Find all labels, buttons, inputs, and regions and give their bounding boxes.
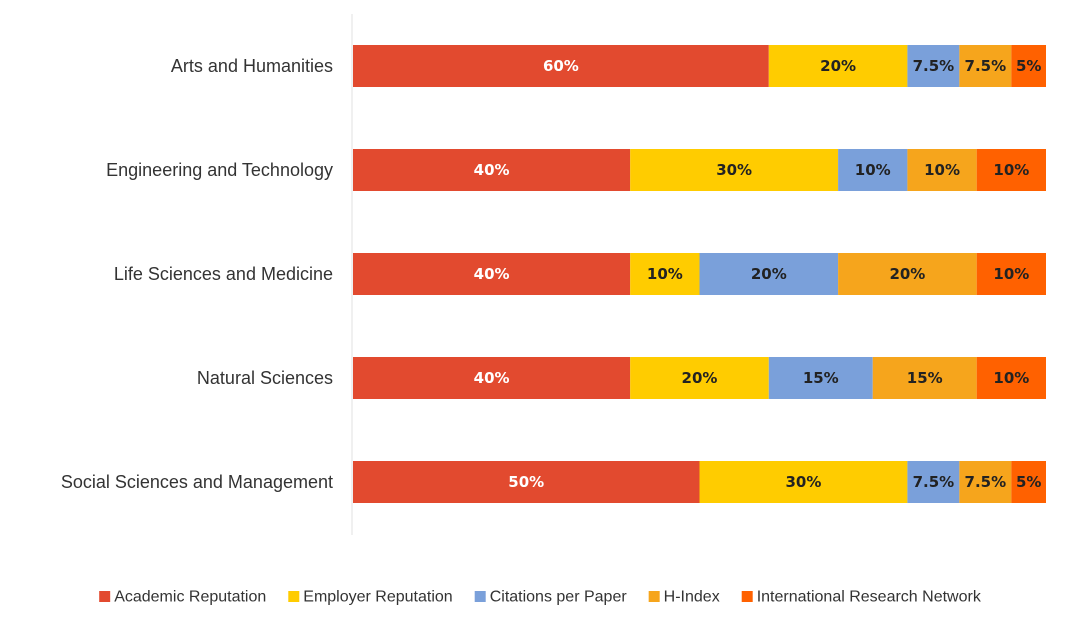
legend-swatch-citations-per-paper — [474, 591, 486, 602]
bar-employer-reputation-natural-sciences — [630, 357, 769, 399]
bar-citations-per-paper-engineering-and-technology — [838, 149, 908, 191]
bar-h-index-life-sciences-and-medicine — [838, 253, 977, 295]
bar-international-research-network-social-sciences-and-management — [1011, 461, 1046, 503]
data-label-academic-reputation-engineering-and-technology: 40% — [474, 161, 510, 179]
legend-item-academic-reputation: Academic Reputation — [99, 589, 266, 606]
bar-academic-reputation-natural-sciences — [353, 357, 631, 399]
legend-swatch-h-index — [648, 591, 660, 602]
bar-citations-per-paper-life-sciences-and-medicine — [699, 253, 839, 295]
bar-academic-reputation-engineering-and-technology — [353, 149, 631, 191]
category-label-engineering-and-technology: Engineering and Technology — [106, 160, 333, 180]
data-label-academic-reputation-natural-sciences: 40% — [474, 369, 510, 387]
legend-item-citations-per-paper: Citations per Paper — [474, 589, 628, 606]
data-label-employer-reputation-life-sciences-and-medicine: 10% — [647, 265, 683, 283]
legend-item-h-index: H-Index — [648, 589, 720, 606]
data-label-citations-per-paper-natural-sciences: 15% — [803, 369, 839, 387]
data-label-h-index-arts-and-humanities: 7.5% — [965, 57, 1007, 75]
data-label-international-research-network-natural-sciences: 10% — [993, 369, 1029, 387]
category-labels: Arts and Humanities Engineering and Techn… — [61, 56, 333, 492]
legend-item-international-research-network: International Research Network — [741, 589, 982, 606]
category-label-life-sciences-and-medicine: Life Sciences and Medicine — [114, 264, 333, 284]
legend: Academic Reputation Employer Reputation Ci… — [99, 589, 982, 606]
data-label-employer-reputation-arts-and-humanities: 20% — [820, 57, 856, 75]
bar-academic-reputation-social-sciences-and-management — [353, 461, 700, 503]
data-label-citations-per-paper-arts-and-humanities: 7.5% — [913, 57, 955, 75]
data-label-h-index-life-sciences-and-medicine: 20% — [889, 265, 925, 283]
bar-h-index-engineering-and-technology — [907, 149, 977, 191]
bar-academic-reputation-arts-and-humanities — [353, 45, 769, 87]
bar-h-index-arts-and-humanities — [959, 45, 1012, 87]
bar-citations-per-paper-social-sciences-and-management — [907, 461, 960, 503]
data-label-h-index-natural-sciences: 15% — [907, 369, 943, 387]
bar-employer-reputation-arts-and-humanities — [768, 45, 908, 87]
data-label-h-index-engineering-and-technology: 10% — [924, 161, 960, 179]
bar-employer-reputation-engineering-and-technology — [630, 149, 839, 191]
bar-international-research-network-natural-sciences — [976, 357, 1046, 399]
legend-label-academic-reputation: Academic Reputation — [114, 589, 266, 606]
data-label-academic-reputation-social-sciences-and-management: 50% — [508, 473, 544, 491]
bars: 60% 20% 7.5% 7.5% 5% 40% 30% 10% 10% 10% 40% 10% 20%… — [353, 45, 1046, 503]
data-label-employer-reputation-engineering-and-technology: 30% — [716, 161, 752, 179]
legend-label-h-index: H-Index — [664, 589, 720, 606]
data-label-academic-reputation-arts-and-humanities: 60% — [543, 57, 579, 75]
data-label-international-research-network-life-sciences-and-medicine: 10% — [993, 265, 1029, 283]
category-label-social-sciences-and-management: Social Sciences and Management — [61, 472, 333, 492]
data-label-academic-reputation-life-sciences-and-medicine: 40% — [474, 265, 510, 283]
legend-item-employer-reputation: Employer Reputation — [288, 589, 453, 606]
data-label-international-research-network-arts-and-humanities: 5% — [1016, 57, 1041, 75]
legend-label-employer-reputation: Employer Reputation — [303, 589, 452, 606]
legend-swatch-academic-reputation — [99, 591, 111, 602]
bar-h-index-social-sciences-and-management — [959, 461, 1012, 503]
legend-label-international-research-network: International Research Network — [757, 589, 982, 606]
data-label-citations-per-paper-life-sciences-and-medicine: 20% — [751, 265, 787, 283]
data-label-citations-per-paper-engineering-and-technology: 10% — [855, 161, 891, 179]
data-label-employer-reputation-natural-sciences: 20% — [682, 369, 718, 387]
bar-academic-reputation-life-sciences-and-medicine — [353, 253, 631, 295]
data-label-employer-reputation-social-sciences-and-management: 30% — [785, 473, 821, 491]
data-label-international-research-network-engineering-and-technology: 10% — [993, 161, 1029, 179]
category-label-natural-sciences: Natural Sciences — [197, 368, 333, 388]
data-label-citations-per-paper-social-sciences-and-management: 7.5% — [913, 473, 955, 491]
legend-swatch-international-research-network — [741, 591, 753, 602]
data-label-h-index-social-sciences-and-management: 7.5% — [965, 473, 1007, 491]
bar-employer-reputation-life-sciences-and-medicine — [630, 253, 700, 295]
bar-international-research-network-arts-and-humanities — [1011, 45, 1046, 87]
legend-swatch-employer-reputation — [288, 591, 300, 602]
bar-h-index-natural-sciences — [872, 357, 977, 399]
bar-citations-per-paper-natural-sciences — [768, 357, 873, 399]
data-label-international-research-network-social-sciences-and-management: 5% — [1016, 473, 1041, 491]
legend-label-citations-per-paper: Citations per Paper — [490, 589, 628, 606]
bar-employer-reputation-social-sciences-and-management — [699, 461, 908, 503]
bar-international-research-network-life-sciences-and-medicine — [976, 253, 1046, 295]
bar-international-research-network-engineering-and-technology — [976, 149, 1046, 191]
bar-citations-per-paper-arts-and-humanities — [907, 45, 960, 87]
category-label-arts-and-humanities: Arts and Humanities — [171, 56, 333, 76]
